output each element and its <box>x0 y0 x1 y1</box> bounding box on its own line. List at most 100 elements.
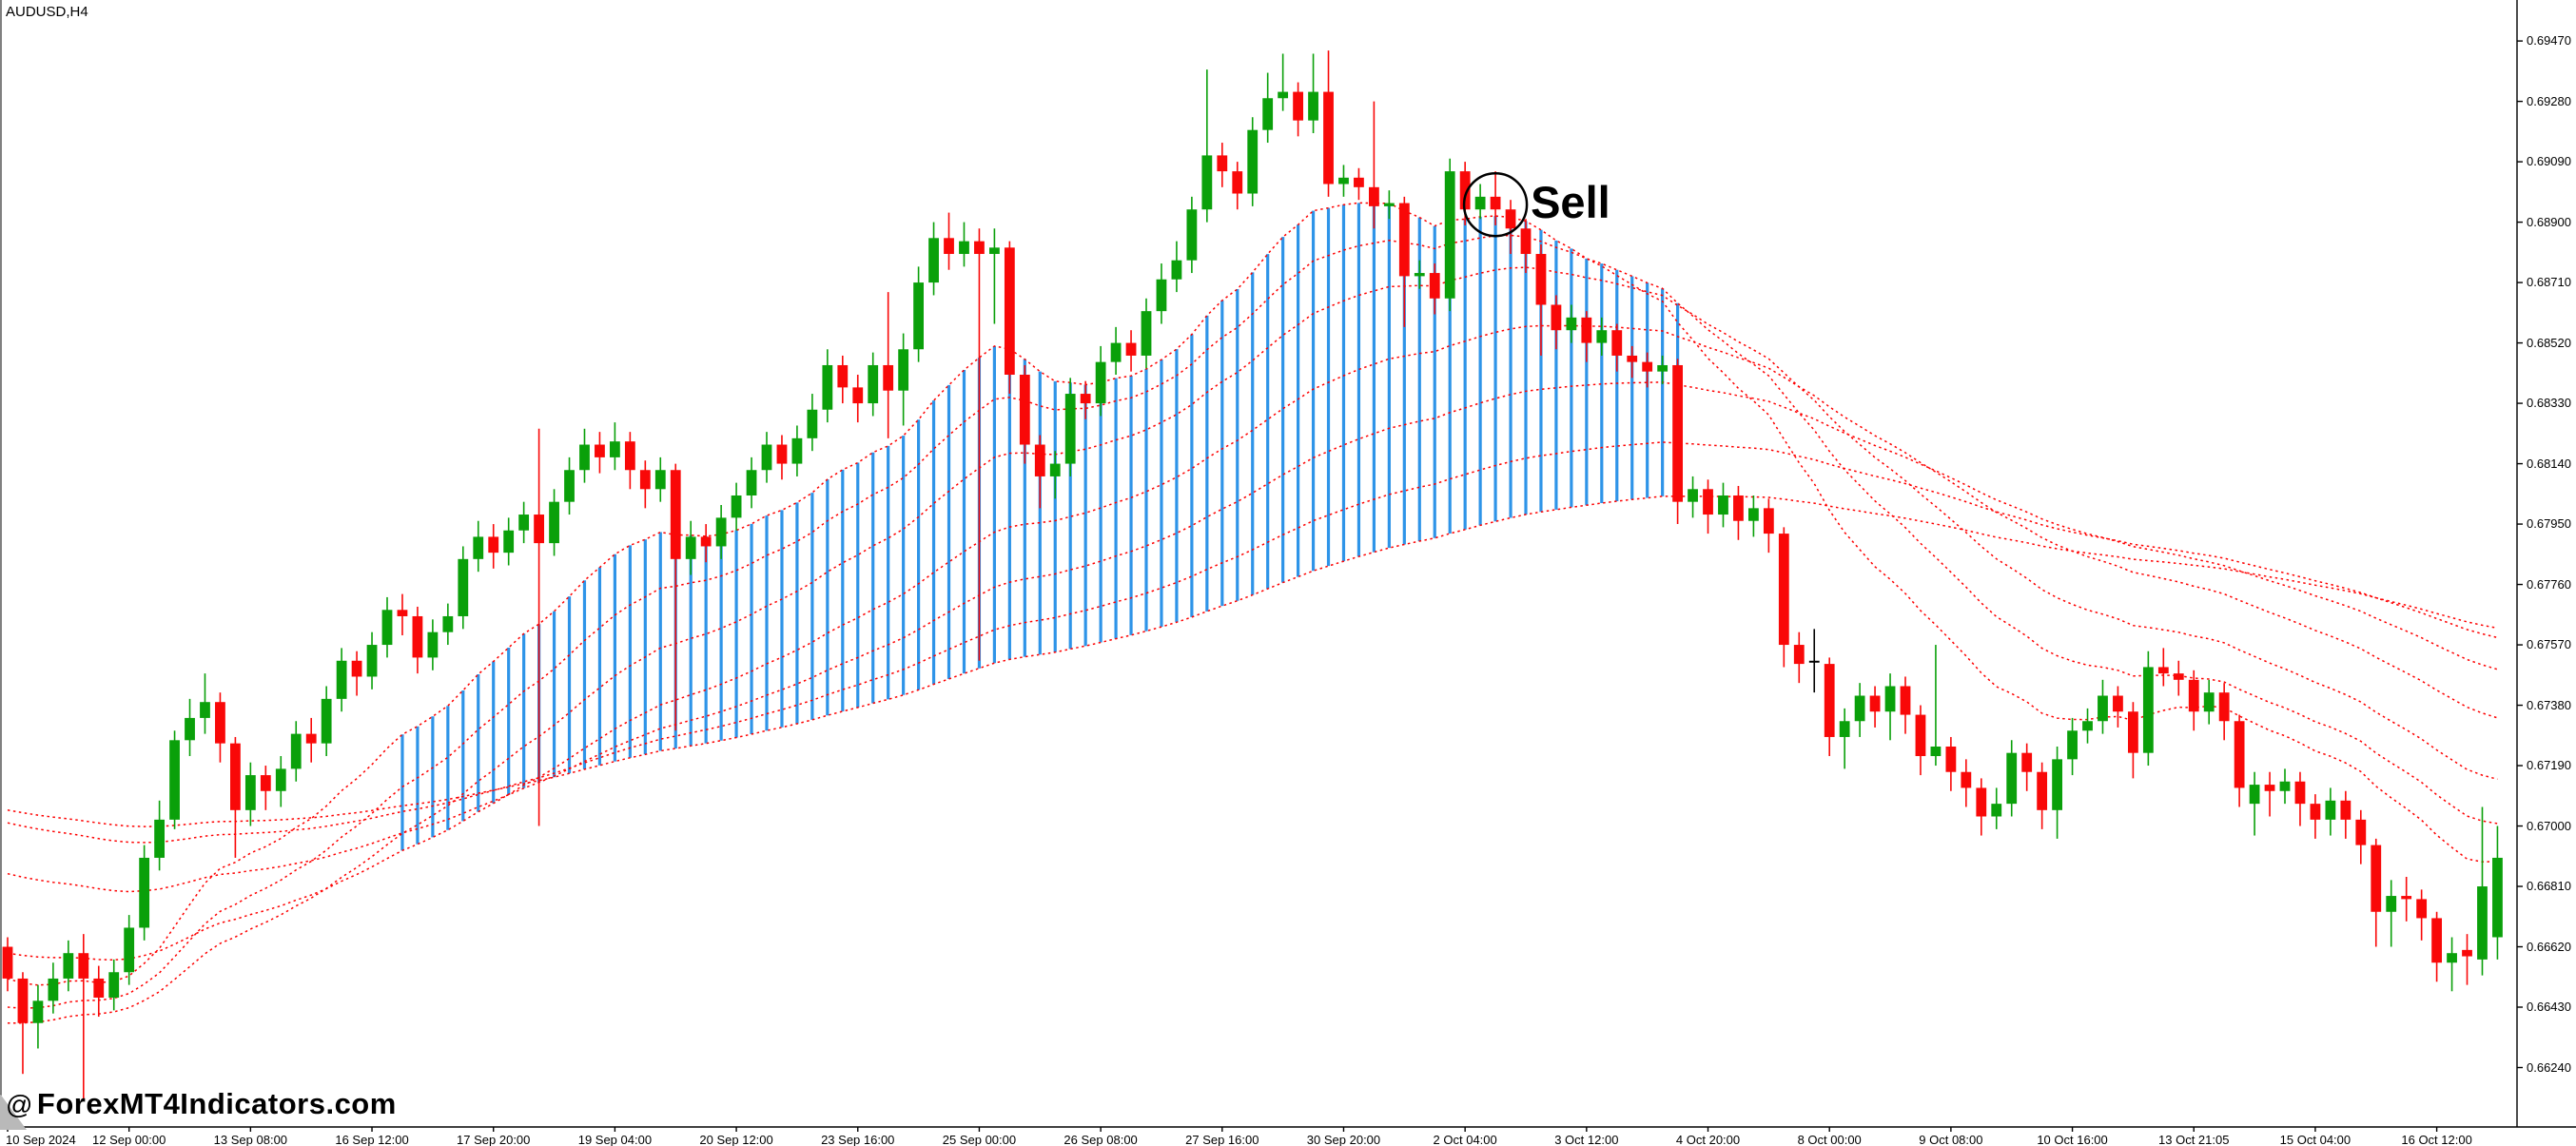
candle-body <box>1566 317 1577 331</box>
candle-body <box>944 238 954 255</box>
candle-body <box>1884 686 1896 712</box>
candle-body <box>2157 667 2169 674</box>
candle-body <box>93 978 105 998</box>
candle-body <box>1976 787 1987 817</box>
candle-body <box>1354 177 1364 187</box>
watermark-brand-text: ForexMT4Indicators.com <box>36 1087 397 1120</box>
candle-body <box>1125 342 1137 356</box>
candle-body <box>1763 508 1774 534</box>
candle-body <box>518 515 530 531</box>
price-tick-label: 0.66430 <box>2527 1000 2571 1014</box>
candle-body <box>48 978 59 1001</box>
candle-body <box>169 740 180 820</box>
candle-body <box>1201 155 1213 210</box>
candle-body <box>852 387 864 404</box>
candle-body <box>700 536 712 547</box>
candle-body <box>1808 660 1820 663</box>
candle-body <box>746 470 757 495</box>
candle-body <box>1171 260 1182 280</box>
candle-body <box>336 660 347 699</box>
candle-body <box>2203 692 2215 712</box>
time-tick-label: 2 Oct 04:00 <box>1433 1133 1497 1146</box>
candle-body <box>624 441 635 471</box>
ma-dotted-line-120 <box>7 441 2498 844</box>
candle-body <box>1642 361 1653 372</box>
time-tick-label: 9 Oct 08:00 <box>1919 1133 1983 1146</box>
candle-body <box>1703 489 1713 515</box>
candle-body <box>1323 91 1334 185</box>
candle-body <box>2340 800 2352 820</box>
candle-body <box>215 702 225 744</box>
candle-body <box>2052 759 2062 810</box>
candle-body <box>1095 361 1106 404</box>
candle-body <box>1278 91 1289 99</box>
candle-body <box>776 444 788 464</box>
candle-body <box>654 470 666 490</box>
candle-body <box>1080 394 1091 404</box>
price-tick-label: 0.66810 <box>2527 879 2571 894</box>
ma-dotted-line-60 <box>7 324 2498 961</box>
candle-body <box>2294 781 2306 805</box>
candle-body <box>503 530 515 554</box>
time-tick-label: 10 Sep 2024 <box>6 1133 76 1146</box>
time-tick-label: 23 Sep 16:00 <box>821 1133 895 1146</box>
candle-body <box>1474 196 1486 210</box>
candle-body <box>2371 845 2382 912</box>
candle-body <box>2416 899 2428 919</box>
candle-body <box>305 733 317 744</box>
candle-body <box>685 536 696 559</box>
candle-body <box>883 364 894 391</box>
symbol-period-label: AUDUSD,H4 <box>6 4 88 20</box>
candle-body <box>1596 330 1608 343</box>
candle-body <box>1627 355 1638 362</box>
candle-body <box>1034 444 1045 476</box>
candle-body <box>731 495 742 518</box>
candle-body <box>2355 819 2367 845</box>
candle-body <box>17 978 29 1023</box>
candle-body <box>1064 394 1076 464</box>
price-tick-label: 0.68140 <box>2527 456 2571 471</box>
price-tick-label: 0.69470 <box>2527 33 2571 49</box>
candle-body <box>412 615 423 658</box>
price-tick-label: 0.68710 <box>2527 275 2571 290</box>
candle-body <box>2249 785 2260 805</box>
candle-body <box>442 615 454 632</box>
candle-body <box>1581 317 1592 343</box>
candle-body <box>2188 679 2199 712</box>
candle-body <box>1186 209 1198 261</box>
time-tick-label: 17 Sep 20:00 <box>457 1133 531 1146</box>
corner-triangle-decoration <box>0 1094 27 1130</box>
candle-body <box>2386 896 2397 912</box>
candle-body <box>1915 714 1926 757</box>
candle-body <box>1505 209 1516 229</box>
candle-body <box>1930 746 1942 757</box>
watermark-at-symbol: @ <box>6 1090 33 1119</box>
candle-body <box>1672 364 1683 502</box>
candle-body <box>837 364 849 388</box>
watermark: @ ForexMT4Indicators.com <box>6 1087 397 1121</box>
candle-body <box>32 1000 44 1023</box>
time-tick-label: 25 Sep 00:00 <box>942 1133 1017 1146</box>
candle-body <box>913 282 924 350</box>
candle-body <box>1383 203 1395 206</box>
candle-body <box>139 857 150 928</box>
candle-body <box>2128 711 2138 753</box>
time-tick-label: 15 Oct 04:00 <box>2279 1133 2352 1146</box>
candle-body <box>2431 918 2442 963</box>
candle-body <box>275 768 286 791</box>
candle-body <box>427 631 439 658</box>
candle-body <box>230 743 241 810</box>
candle-body <box>564 470 575 502</box>
candle-body <box>1004 247 1015 375</box>
candle-body <box>2477 886 2488 960</box>
price-tick-label: 0.67570 <box>2527 637 2571 652</box>
candle-body <box>1490 196 1501 210</box>
candle-body <box>381 610 393 646</box>
candle-body <box>63 953 74 979</box>
sell-annotation-label: Sell <box>1531 177 1610 228</box>
candle-body <box>2082 721 2093 731</box>
candle-body <box>868 364 879 404</box>
time-tick-label: 13 Sep 08:00 <box>213 1133 288 1146</box>
